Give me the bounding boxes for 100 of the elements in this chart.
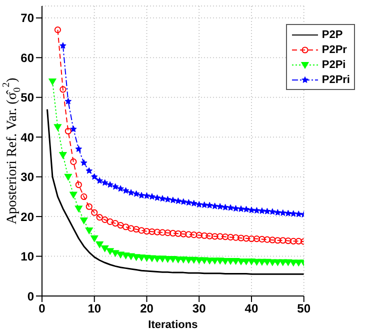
point	[80, 193, 88, 200]
point	[216, 203, 224, 210]
point	[258, 236, 266, 242]
point	[248, 235, 255, 242]
point	[143, 228, 150, 235]
legend-label: P2P	[322, 28, 343, 40]
x-tick-label: 20	[140, 302, 154, 316]
point	[170, 230, 176, 237]
point	[96, 214, 103, 221]
point	[211, 202, 218, 210]
point	[85, 227, 93, 234]
point	[96, 177, 103, 184]
point	[75, 145, 82, 152]
point	[280, 209, 286, 216]
point	[159, 195, 166, 202]
x-tick-label: 50	[297, 302, 311, 316]
point	[232, 205, 240, 212]
point	[248, 258, 256, 265]
point	[180, 198, 187, 205]
point	[174, 230, 182, 237]
point	[159, 229, 166, 236]
point	[112, 183, 119, 190]
point	[248, 206, 255, 214]
point	[180, 256, 188, 263]
point	[280, 237, 286, 244]
x-axis-title: Iterations	[148, 319, 198, 330]
point	[64, 128, 72, 134]
point	[216, 233, 224, 240]
point	[128, 189, 134, 196]
point	[227, 234, 234, 241]
point	[269, 208, 276, 215]
point	[258, 207, 266, 214]
point	[232, 234, 240, 241]
legend-label: P2Pi	[322, 58, 346, 70]
point	[290, 210, 297, 217]
point	[242, 235, 250, 242]
point	[60, 86, 66, 93]
point	[59, 152, 67, 158]
point	[269, 236, 276, 244]
point	[148, 228, 156, 235]
point	[196, 201, 203, 208]
point	[154, 256, 161, 262]
point	[212, 233, 218, 240]
point	[54, 26, 62, 34]
point	[242, 258, 250, 265]
point	[75, 181, 82, 188]
point	[74, 206, 82, 212]
y-tick-label: 40	[20, 130, 34, 144]
point	[70, 158, 77, 166]
point	[174, 256, 182, 263]
point	[222, 204, 229, 210]
point	[200, 201, 208, 208]
point	[274, 237, 281, 244]
point	[138, 192, 145, 198]
point	[295, 238, 302, 244]
point	[91, 209, 98, 216]
point	[148, 193, 156, 200]
point	[117, 185, 124, 192]
y-tick-label: 30	[20, 170, 34, 184]
point	[185, 231, 192, 238]
point	[54, 124, 62, 131]
point	[274, 209, 282, 216]
point	[190, 200, 198, 206]
point	[101, 245, 109, 252]
x-tick-label: 0	[38, 302, 46, 316]
point	[164, 230, 171, 236]
point	[169, 256, 177, 263]
point	[170, 196, 176, 204]
point	[106, 218, 114, 226]
point	[237, 258, 245, 265]
point	[164, 196, 172, 202]
point	[253, 235, 260, 242]
point	[117, 222, 124, 229]
point	[132, 190, 140, 197]
point	[132, 226, 140, 233]
x-tick-label: 10	[88, 302, 102, 316]
point	[112, 220, 119, 227]
point	[211, 258, 219, 264]
point	[290, 260, 298, 266]
point	[64, 98, 72, 104]
point	[122, 252, 130, 259]
point	[190, 232, 198, 238]
point	[102, 216, 108, 224]
x-tick-label: 30	[192, 302, 206, 316]
point	[106, 181, 114, 188]
point	[48, 78, 56, 85]
point	[70, 192, 78, 198]
point	[206, 232, 213, 240]
point	[206, 202, 213, 208]
point	[201, 232, 208, 239]
point	[196, 232, 202, 239]
point	[138, 227, 145, 234]
point	[264, 208, 271, 214]
x-tick-label: 40	[244, 302, 258, 316]
point	[106, 248, 114, 255]
y-tick-label: 60	[20, 50, 34, 65]
point	[222, 258, 229, 265]
point	[86, 203, 92, 210]
point	[238, 234, 244, 242]
point	[222, 234, 229, 240]
